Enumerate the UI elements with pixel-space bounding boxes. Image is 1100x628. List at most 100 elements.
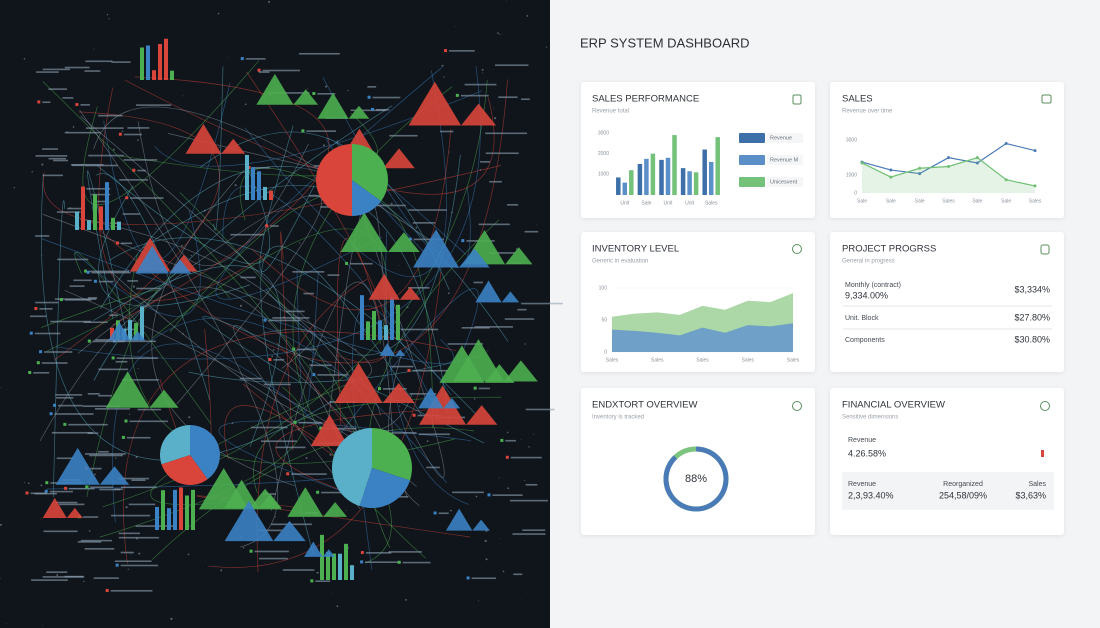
star <box>398 265 400 266</box>
bullet <box>301 129 305 133</box>
text-stub <box>117 340 157 343</box>
star <box>226 56 228 58</box>
text-stub <box>461 327 490 329</box>
donut-label: 88% <box>685 473 707 485</box>
bullet <box>310 579 314 583</box>
art-bar <box>99 206 103 230</box>
text-stub <box>303 292 315 295</box>
art-triangle <box>463 230 533 265</box>
bullet <box>37 100 41 104</box>
row-sub: 9,334.00% <box>845 290 888 300</box>
bullet <box>412 413 416 417</box>
art-triangle <box>42 497 83 518</box>
art-triangle <box>304 541 335 557</box>
y-tick-label: 1000 <box>598 172 609 178</box>
x-tick-label: Sales <box>705 200 718 206</box>
bullet <box>316 490 320 494</box>
art-triangle <box>419 385 498 425</box>
x-tick-label: Unit <box>664 200 674 206</box>
star <box>27 482 30 485</box>
bullet <box>93 279 97 283</box>
legend-label: Revenue M <box>770 157 799 163</box>
connector <box>96 173 211 401</box>
text-stub <box>55 501 78 504</box>
star <box>498 538 500 540</box>
fin-col-label: Reorganized <box>943 481 983 488</box>
text-stub <box>122 213 140 215</box>
text-stub <box>69 285 85 287</box>
text-stub <box>297 348 316 351</box>
text-stub <box>97 200 106 203</box>
star <box>180 244 183 247</box>
star <box>188 416 191 419</box>
art-bar <box>320 534 324 580</box>
star <box>441 64 444 67</box>
card-icon[interactable] <box>1040 244 1050 255</box>
card-subtitle: Sensitive dimensions <box>842 415 898 421</box>
star <box>271 355 274 358</box>
card-icon[interactable] <box>792 401 802 411</box>
text-stub <box>309 195 326 197</box>
text-stub <box>98 394 112 397</box>
art-bar <box>372 310 376 340</box>
star <box>121 130 124 132</box>
text-stub <box>129 420 168 423</box>
y-tick-label: 50 <box>601 317 607 323</box>
art-bar <box>263 186 267 200</box>
text-stub <box>262 69 300 72</box>
text-stub <box>388 551 422 553</box>
art-triangle <box>108 322 146 341</box>
card-subtitle: Revenue over time <box>842 109 893 115</box>
art-bar <box>257 171 261 200</box>
text-stub <box>389 134 418 137</box>
star <box>238 247 240 249</box>
star <box>182 95 184 97</box>
y-tick-label: 3000 <box>598 130 609 136</box>
connector <box>246 71 389 364</box>
star <box>521 599 523 600</box>
card-icon[interactable] <box>792 94 802 105</box>
text-stub <box>111 514 151 517</box>
bullet <box>64 486 68 490</box>
x-tick-label: Unit <box>620 200 630 206</box>
text-stub <box>115 360 128 363</box>
art-pie <box>352 144 388 202</box>
text-stub <box>128 503 156 506</box>
text-stub <box>471 577 496 580</box>
star <box>485 558 488 561</box>
star <box>524 479 526 481</box>
card-icon[interactable] <box>1041 94 1052 104</box>
text-stub <box>91 193 111 196</box>
art-triangle <box>445 508 490 531</box>
star <box>448 151 450 153</box>
text-stub <box>492 494 523 496</box>
art-bar <box>170 70 174 80</box>
bullet <box>500 438 504 442</box>
text-stub <box>85 60 113 63</box>
connector <box>213 66 224 231</box>
star <box>190 254 193 257</box>
bullet <box>257 68 261 72</box>
art-bar <box>350 565 354 580</box>
bullet <box>286 472 290 476</box>
card-icon[interactable] <box>792 244 802 254</box>
art-bar <box>396 304 400 340</box>
text-stub <box>36 71 59 73</box>
legend-box <box>767 133 803 143</box>
star <box>405 598 407 601</box>
card-icon[interactable] <box>1040 401 1050 411</box>
text-stub <box>111 61 131 63</box>
star <box>170 617 173 620</box>
text-stub <box>86 187 111 190</box>
bullet <box>473 386 477 390</box>
star <box>155 228 157 230</box>
text-stub <box>42 101 51 104</box>
area <box>612 323 793 352</box>
star <box>475 495 478 498</box>
card-subtitle: Revenue total <box>592 109 629 115</box>
bar <box>637 164 643 195</box>
x-tick-label: Sales <box>942 198 955 204</box>
star <box>477 600 479 602</box>
card <box>581 388 815 535</box>
